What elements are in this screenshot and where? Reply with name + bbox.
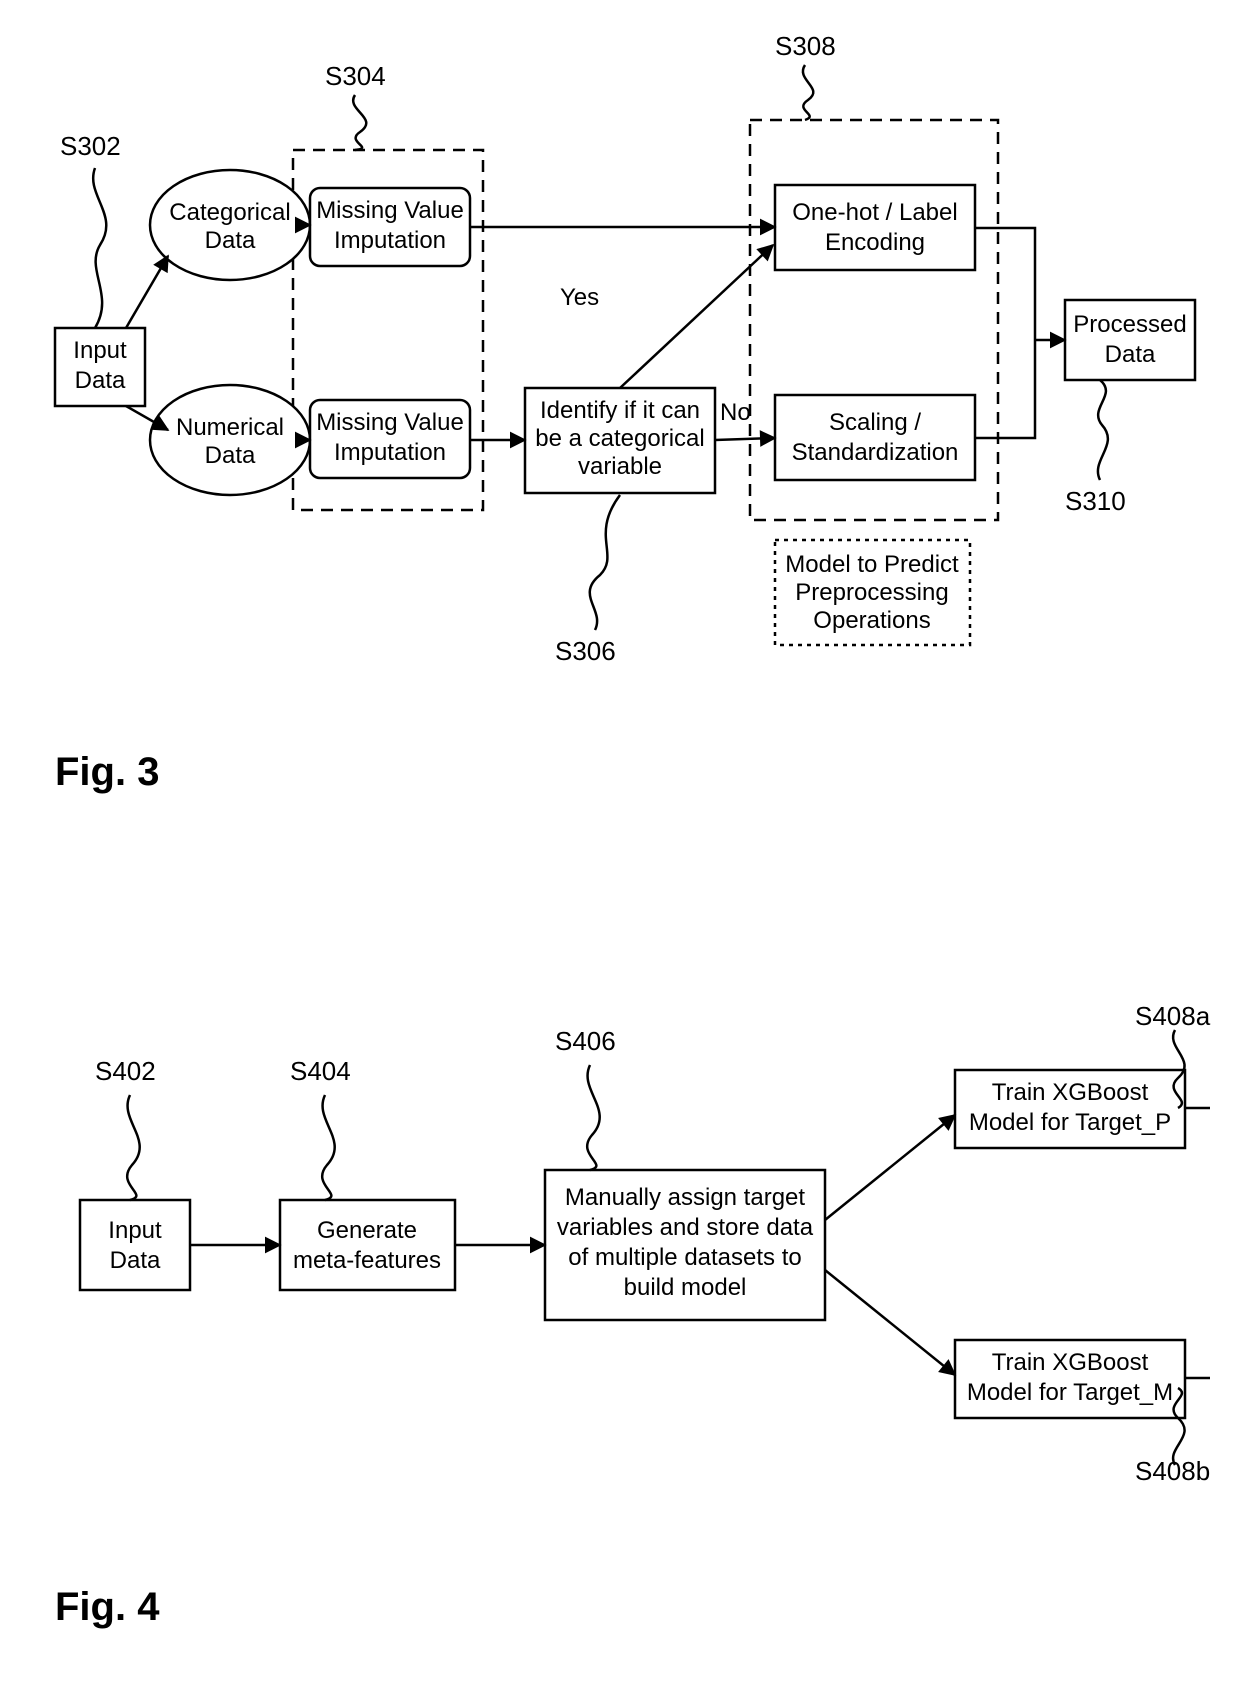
edge-input-cat bbox=[126, 256, 168, 328]
f4-node-assign-l4: build model bbox=[624, 1274, 747, 1301]
f4-node-assign-l1: Manually assign target bbox=[565, 1184, 805, 1211]
node-identify-l1: Identify if it can bbox=[540, 397, 700, 424]
f4-node-trainp-l2: Model for Target_P bbox=[969, 1109, 1171, 1136]
f4-edge-assign-m bbox=[825, 1270, 955, 1375]
lead-s310 bbox=[1098, 380, 1108, 480]
node-model-predict-l1: Model to Predict bbox=[785, 551, 959, 578]
node-encode-l1: One-hot / Label bbox=[792, 199, 957, 226]
lead-s402 bbox=[127, 1095, 140, 1200]
f4-node-meta bbox=[280, 1200, 455, 1290]
ref-s310: S310 bbox=[1065, 486, 1126, 516]
node-numerical-l2: Data bbox=[205, 442, 256, 469]
node-categorical-l1: Categorical bbox=[169, 199, 290, 226]
ref-s408a: S408a bbox=[1135, 1001, 1211, 1031]
f4-node-input bbox=[80, 1200, 190, 1290]
fig4-title: Fig. 4 bbox=[55, 1585, 160, 1629]
node-mvi-top-l1: Missing Value bbox=[316, 197, 464, 224]
lead-s406 bbox=[587, 1065, 600, 1170]
diagram-canvas: Input Data Categorical Data Numerical Da… bbox=[0, 0, 1240, 1708]
lead-s404 bbox=[322, 1095, 335, 1200]
f4-node-trainp-l1: Train XGBoost bbox=[992, 1079, 1149, 1106]
fig4: Input Data Generate meta-features Manual… bbox=[55, 1001, 1211, 1629]
node-mvi-bot-l2: Imputation bbox=[334, 439, 446, 466]
node-mvi-top-l2: Imputation bbox=[334, 227, 446, 254]
f4-node-meta-l1: Generate bbox=[317, 1217, 417, 1244]
ref-s406: S406 bbox=[555, 1026, 616, 1056]
node-input-l2: Data bbox=[75, 367, 126, 394]
f4-node-trainm-l1: Train XGBoost bbox=[992, 1349, 1149, 1376]
edge-identify-no bbox=[715, 438, 775, 440]
label-yes: Yes bbox=[560, 284, 599, 311]
f4-node-assign-l2: variables and store data bbox=[557, 1214, 814, 1241]
node-encode-l2: Encoding bbox=[825, 229, 925, 256]
node-scale bbox=[775, 395, 975, 480]
lead-s304 bbox=[353, 95, 366, 150]
ref-s404: S404 bbox=[290, 1056, 351, 1086]
f4-node-assign-l3: of multiple datasets to bbox=[568, 1244, 801, 1271]
node-encode bbox=[775, 185, 975, 270]
edge-merge bbox=[975, 228, 1035, 438]
node-processed-l2: Data bbox=[1105, 341, 1156, 368]
ref-s308: S308 bbox=[775, 31, 836, 61]
f4-node-input-l2: Data bbox=[110, 1247, 161, 1274]
f4-edge-assign-p bbox=[825, 1115, 955, 1220]
node-identify-l2: be a categorical bbox=[535, 425, 704, 452]
ref-s306: S306 bbox=[555, 636, 616, 666]
node-model-predict-l3: Operations bbox=[813, 607, 930, 634]
lead-s306 bbox=[590, 495, 620, 630]
f4-node-trainm-l2: Model for Target_M bbox=[967, 1379, 1173, 1406]
node-mvi-bot-l1: Missing Value bbox=[316, 409, 464, 436]
node-model-predict-l2: Preprocessing bbox=[795, 579, 948, 606]
f4-node-input-l1: Input bbox=[108, 1217, 162, 1244]
node-categorical-l2: Data bbox=[205, 227, 256, 254]
node-processed-l1: Processed bbox=[1073, 311, 1186, 338]
f4-node-meta-l2: meta-features bbox=[293, 1247, 441, 1274]
node-identify-l3: variable bbox=[578, 453, 662, 480]
node-scale-l1: Scaling / bbox=[829, 409, 921, 436]
node-numerical-l1: Numerical bbox=[176, 414, 284, 441]
node-scale-l2: Standardization bbox=[792, 439, 959, 466]
lead-s308 bbox=[803, 65, 813, 120]
ref-s302: S302 bbox=[60, 131, 121, 161]
node-input-l1: Input bbox=[73, 337, 127, 364]
ref-s304: S304 bbox=[325, 61, 386, 91]
fig3: Input Data Categorical Data Numerical Da… bbox=[55, 31, 1195, 794]
ref-s402: S402 bbox=[95, 1056, 156, 1086]
label-no: No bbox=[720, 399, 751, 426]
lead-s302 bbox=[93, 168, 106, 328]
fig3-title: Fig. 3 bbox=[55, 750, 159, 794]
